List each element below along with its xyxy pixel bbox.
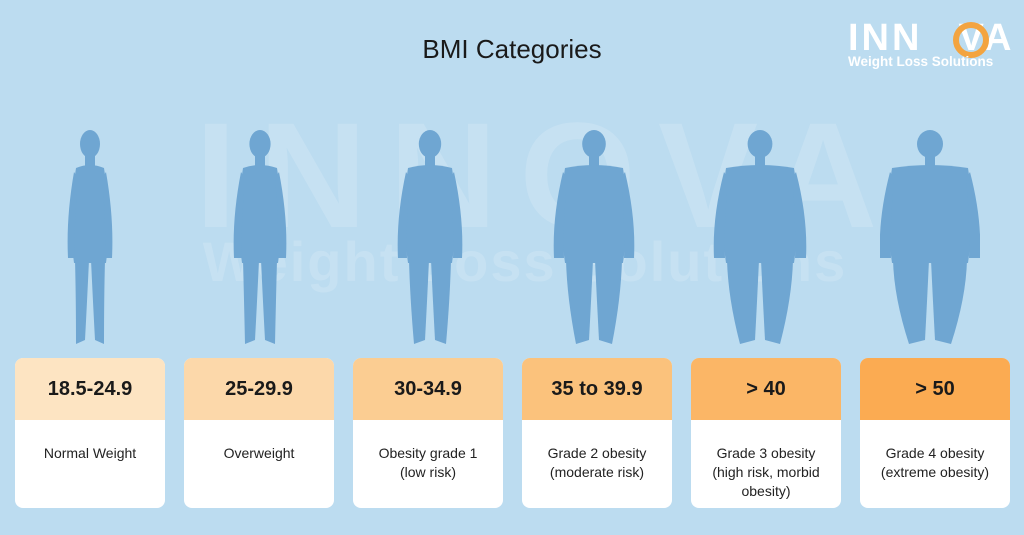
- bmi-range: > 40: [691, 358, 841, 420]
- category-label: Grade 3 obesity (high risk, morbid obesi…: [712, 445, 820, 499]
- category-card-overweight: 25-29.9 Overweight: [184, 358, 334, 508]
- category-card-obesity-3: > 40 Grade 3 obesity (high risk, morbid …: [691, 358, 841, 508]
- category-label: Normal Weight: [43, 445, 137, 461]
- category-card-obesity-4: > 50 Grade 4 obesity (extreme obesity): [860, 358, 1010, 508]
- body-silhouette-normal-icon: [50, 128, 130, 348]
- bmi-range: > 50: [860, 358, 1010, 420]
- page-title: BMI Categories: [422, 34, 602, 64]
- body-silhouette-obesity-4-icon: [880, 128, 980, 348]
- category-card-obesity-1: 30-34.9 Obesity grade 1 (low risk): [353, 358, 503, 508]
- bmi-range: 30-34.9: [353, 358, 503, 420]
- logo-o-ring-icon: [953, 22, 989, 58]
- category-label: Obesity grade 1 (low risk): [378, 445, 478, 480]
- category-card-obesity-2: 35 to 39.9 Grade 2 obesity (moderate ris…: [522, 358, 672, 508]
- bmi-range: 35 to 39.9: [522, 358, 672, 420]
- body-silhouette-obesity-2-icon: [540, 128, 648, 348]
- logo-wordmark: INN VA: [848, 17, 1015, 59]
- body-silhouette-obesity-1-icon: [384, 128, 476, 348]
- bmi-range: 18.5-24.9: [15, 358, 165, 420]
- body-silhouette-obesity-3-icon: [705, 128, 815, 348]
- category-label: Grade 4 obesity (extreme obesity): [880, 445, 990, 480]
- bmi-range: 25-29.9: [184, 358, 334, 420]
- category-label: Overweight: [223, 445, 295, 461]
- logo-subtitle: Weight Loss Solutions: [848, 54, 994, 69]
- category-card-normal: 18.5-24.9 Normal Weight: [15, 358, 165, 508]
- body-silhouette-overweight-icon: [217, 128, 303, 348]
- innova-logo: INN VA Weight Loss Solutions: [846, 18, 1018, 74]
- category-label: Grade 2 obesity (moderate risk): [547, 445, 647, 480]
